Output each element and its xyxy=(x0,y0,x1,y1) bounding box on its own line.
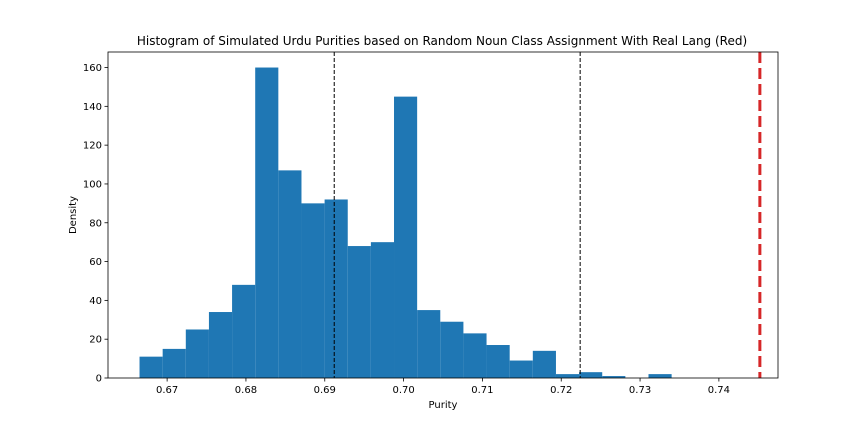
x-tick-label: 0.70 xyxy=(392,385,414,396)
histogram-bar xyxy=(602,376,626,378)
x-tick-label: 0.71 xyxy=(471,385,493,396)
histogram-bar xyxy=(255,67,279,379)
y-tick-label: 20 xyxy=(89,335,102,346)
y-tick-label: 160 xyxy=(83,63,102,74)
histogram-bar xyxy=(394,96,418,378)
y-tick-label: 140 xyxy=(83,102,102,113)
histogram-bar xyxy=(139,356,163,378)
x-tick-label: 0.69 xyxy=(314,385,336,396)
histogram-bar xyxy=(555,374,580,378)
y-tick-label: 60 xyxy=(89,257,102,268)
histogram-bar xyxy=(532,350,556,378)
x-tick-label: 0.68 xyxy=(235,385,257,396)
y-tick-label: 0 xyxy=(96,374,102,385)
histogram-bar xyxy=(324,199,348,378)
histogram-bar xyxy=(509,360,533,378)
x-tick-label: 0.73 xyxy=(629,385,651,396)
histogram-bar xyxy=(185,329,209,378)
x-axis-label: Purity xyxy=(429,400,458,411)
histogram-bar xyxy=(648,374,672,378)
x-tick-label: 0.72 xyxy=(550,385,572,396)
chart-title: Histogram of Simulated Urdu Purities bas… xyxy=(137,34,747,48)
y-axis-label: Density xyxy=(68,196,79,234)
histogram-bar xyxy=(417,310,441,378)
x-tick-label: 0.74 xyxy=(708,385,730,396)
histogram-bar xyxy=(208,312,233,378)
histogram-bar xyxy=(301,203,325,378)
bars-group xyxy=(139,67,672,379)
histogram-bar xyxy=(440,321,464,378)
x-tick-label: 0.67 xyxy=(156,385,178,396)
histogram-bar xyxy=(486,345,510,378)
reference-lines-group xyxy=(333,52,762,378)
x-axis-ticks: 0.67 0.68 0.69 0.70 0.71 0.72 0.73 0.74 xyxy=(156,378,730,396)
y-tick-label: 40 xyxy=(89,296,102,307)
y-tick-label: 100 xyxy=(83,179,102,190)
histogram-bar xyxy=(278,170,302,378)
histogram-bar xyxy=(370,242,395,378)
y-tick-label: 120 xyxy=(83,141,102,152)
y-tick-label: 80 xyxy=(89,218,102,229)
plot-frame xyxy=(107,51,779,379)
histogram-bar xyxy=(232,284,256,378)
y-axis-ticks: 0 20 40 60 80 100 120 140 160 xyxy=(83,63,108,385)
histogram-bar xyxy=(463,333,487,378)
histogram-bar xyxy=(347,246,371,378)
histogram-bar xyxy=(162,348,186,378)
histogram-bar xyxy=(579,372,603,378)
